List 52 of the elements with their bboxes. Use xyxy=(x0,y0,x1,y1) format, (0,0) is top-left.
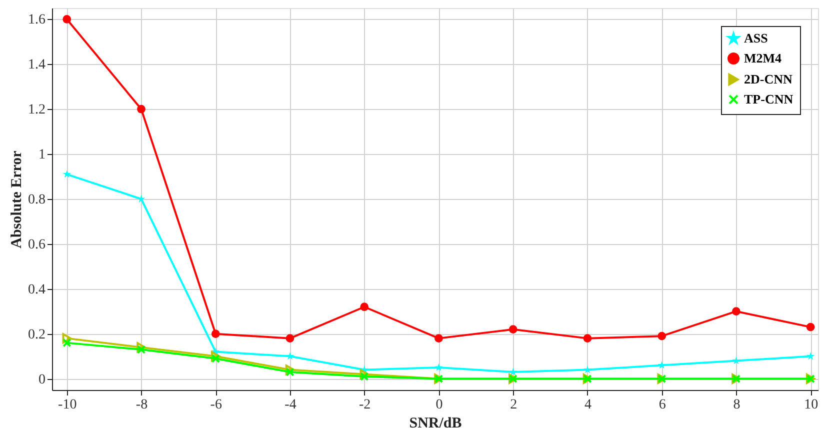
x-tick-label: 8 xyxy=(733,398,740,412)
legend-label: ASS xyxy=(744,30,768,46)
x-tick-label: 10 xyxy=(804,398,818,412)
point xyxy=(286,352,294,360)
point xyxy=(732,356,740,364)
point xyxy=(658,361,666,369)
point xyxy=(136,345,146,354)
point xyxy=(583,334,592,342)
point xyxy=(806,322,815,332)
point xyxy=(62,338,72,348)
point xyxy=(211,330,220,338)
point xyxy=(360,369,369,380)
point xyxy=(285,364,295,375)
point xyxy=(62,15,72,24)
y-tick-label: 1.6 xyxy=(28,12,46,28)
x-tick-label: 2 xyxy=(510,398,518,412)
x-tick-label: 4 xyxy=(584,398,592,412)
y-tick-label: 0 xyxy=(38,372,46,388)
legend-label: 2D-CNN xyxy=(744,72,793,86)
y-tick-label: 1.2 xyxy=(28,102,46,118)
point xyxy=(508,325,518,334)
point xyxy=(136,342,146,352)
point xyxy=(434,363,443,371)
x-tick-label: -2 xyxy=(359,398,371,412)
point xyxy=(62,333,72,344)
y-tick-label: 0.8 xyxy=(28,192,46,208)
x-tick-label: -6 xyxy=(210,398,222,412)
legend-label: M2M4 xyxy=(744,50,782,66)
y-tick-label: 1 xyxy=(38,148,46,163)
point xyxy=(806,352,815,360)
y-tick-label: 0.6 xyxy=(28,237,46,252)
legend-label: TP-CNN xyxy=(744,92,794,106)
point xyxy=(62,170,71,178)
point xyxy=(434,334,443,342)
point xyxy=(360,302,369,312)
point xyxy=(583,366,592,374)
point xyxy=(732,307,740,316)
x-tick-label: -4 xyxy=(284,398,296,412)
x-tick-label: 6 xyxy=(658,398,666,412)
y-tick-label: 1.4 xyxy=(28,58,46,73)
point xyxy=(137,104,146,114)
y-axis-title: Absolute Error xyxy=(9,150,25,248)
x-tick-label: 0 xyxy=(436,398,443,412)
point xyxy=(286,334,294,342)
y-tick-label: 0.4 xyxy=(28,282,46,298)
x-tick-label: -10 xyxy=(58,398,77,412)
y-tick-label: 0.2 xyxy=(28,327,46,342)
point xyxy=(509,368,518,376)
point xyxy=(658,332,666,340)
x-axis-title: SNR/dB xyxy=(409,416,462,432)
point xyxy=(210,351,220,362)
x-tick-label: -8 xyxy=(136,398,148,412)
